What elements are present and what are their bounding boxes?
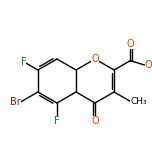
Text: F: F [21, 57, 26, 67]
Text: O: O [91, 54, 99, 64]
Text: Br: Br [10, 97, 21, 107]
Text: O: O [126, 39, 134, 49]
Text: O: O [91, 116, 99, 126]
Text: CH₃: CH₃ [130, 97, 147, 106]
Text: F: F [54, 116, 60, 126]
Text: OH: OH [145, 60, 152, 70]
